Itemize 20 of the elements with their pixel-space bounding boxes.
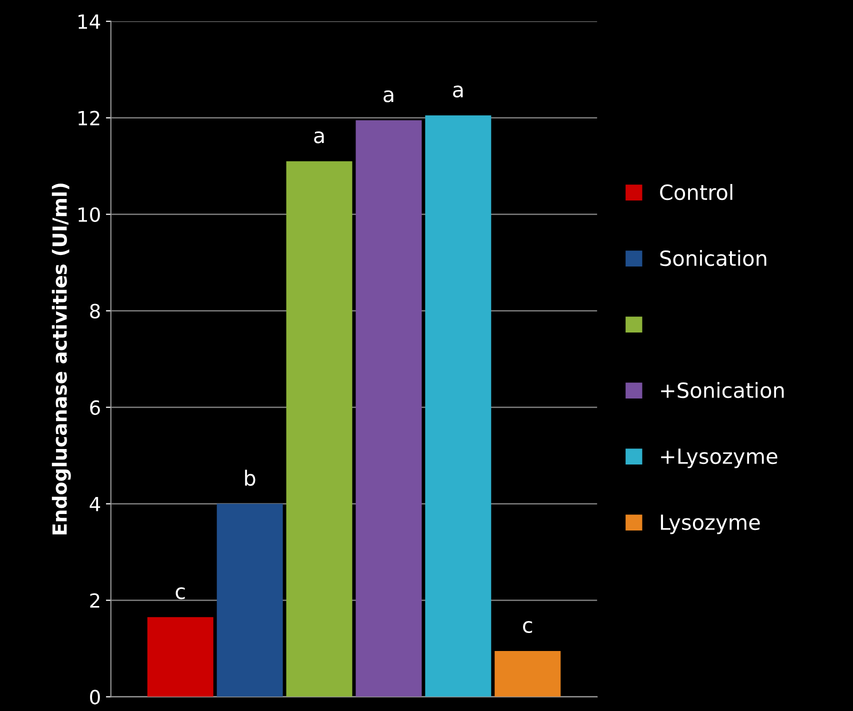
y-tick-label: 12 xyxy=(78,110,100,126)
legend-label: Sonication xyxy=(660,250,766,266)
legend-label: +Sonication xyxy=(661,382,784,398)
y-tick-label: 2 xyxy=(90,593,100,608)
annotation: c xyxy=(176,587,185,600)
y-tick-label: 8 xyxy=(90,304,100,318)
legend-label: +Lysozyme xyxy=(661,448,778,468)
annotation: a xyxy=(314,131,324,144)
annotation: c xyxy=(523,621,532,634)
legend-label: Lysozyme xyxy=(660,514,760,534)
y-tick-label: 14 xyxy=(78,14,100,29)
y-tick-label: 0 xyxy=(90,690,100,704)
y-tick-label: 4 xyxy=(90,497,100,512)
y-tick-label: 6 xyxy=(90,400,100,415)
legend-label: Control xyxy=(660,184,732,200)
annotation: a xyxy=(453,86,463,98)
y-tick-label: 10 xyxy=(78,207,100,222)
annotation: a xyxy=(384,90,394,102)
y-axis-title: Endoglucanase activities (UI/ml) xyxy=(52,184,71,534)
annotation: b xyxy=(245,470,256,486)
